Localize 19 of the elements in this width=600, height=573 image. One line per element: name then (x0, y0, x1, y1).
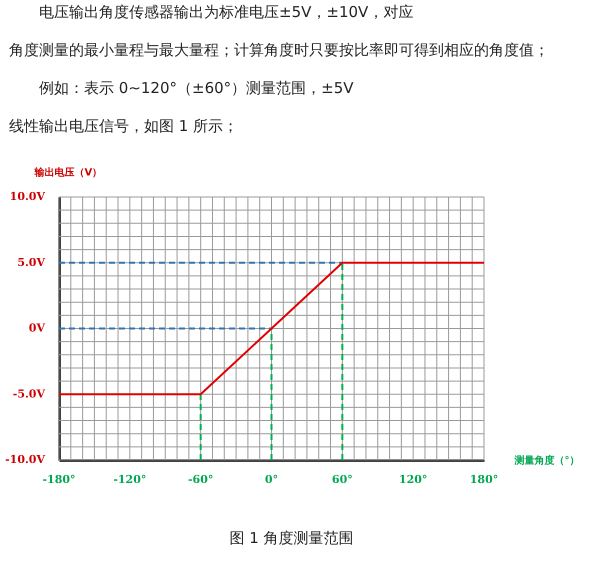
x-tick-label: -180° (42, 473, 76, 486)
x-tick-label: -120° (113, 473, 146, 486)
x-tick-label: -60° (188, 473, 214, 486)
x-tick-label: 60° (332, 473, 353, 486)
y-axis-title: 输出电压（V） (34, 166, 102, 178)
x-tick-label: 0° (264, 473, 278, 486)
y-tick-label: 0V (28, 322, 46, 334)
text: 线性输出电压信号，如图 1 所示； (9, 117, 238, 135)
caption: 图 1 角度测量范围 (229, 529, 354, 547)
y-tick-label: -10.0V (5, 453, 46, 466)
y-tick-label: -5.0V (12, 387, 46, 400)
x-axis-title: 测量角度（°） (514, 454, 580, 466)
text: 例如：表示 0~120°（±60°）测量范围，±5V (39, 79, 354, 97)
text: 角度测量的最小量程与最大量程；计算角度时只要按比率即可得到相应的角度值； (9, 41, 549, 59)
y-tick-label: 10.0V (10, 190, 46, 203)
x-tick-label: 180° (470, 473, 498, 486)
text: 电压输出角度传感器输出为标准电压±5V，±10V，对应 (39, 3, 414, 21)
x-tick-label: 120° (398, 473, 428, 486)
y-tick-label: 5.0V (17, 256, 46, 269)
